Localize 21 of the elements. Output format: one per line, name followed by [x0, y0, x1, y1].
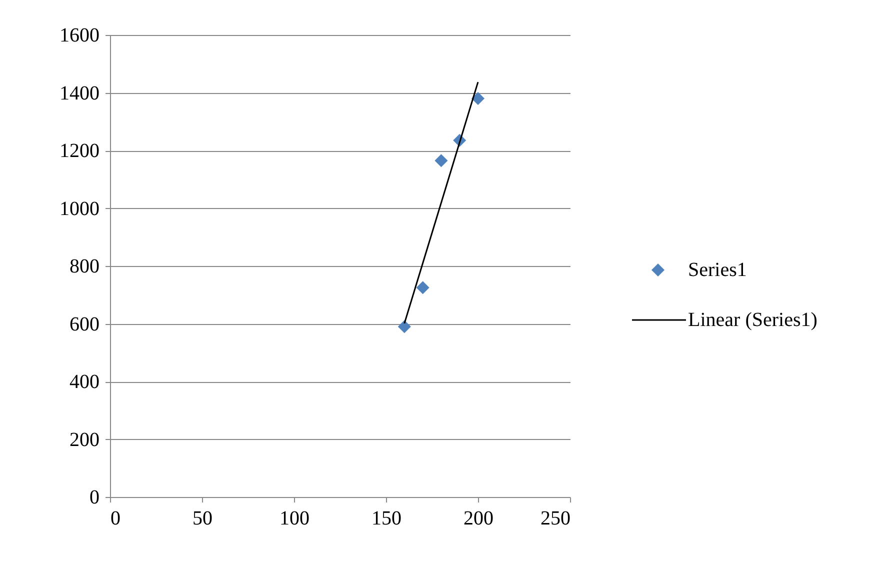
- point: [398, 320, 411, 334]
- x-tick-label: 250: [540, 508, 570, 530]
- point: [416, 281, 430, 294]
- y-tick-label: 1000: [60, 198, 100, 220]
- x-tick-label: 0: [110, 508, 120, 530]
- point: [471, 92, 485, 106]
- x-tick-label: 200: [464, 508, 494, 530]
- point: [434, 154, 448, 168]
- y-tick-label: 400: [70, 371, 100, 393]
- y-tick-label: 1400: [60, 82, 100, 104]
- y-tick-label: 200: [70, 428, 100, 451]
- y-tick-label: 1200: [60, 140, 100, 162]
- x-tick-label: 150: [372, 508, 402, 530]
- legend-label: Series1: [688, 259, 747, 281]
- y-tick-label: 600: [70, 313, 100, 336]
- legend-label: Linear (Series1): [688, 309, 818, 331]
- y-tick-label: 1600: [60, 24, 100, 46]
- x-tick-label: 50: [192, 508, 212, 530]
- x-tick-label: 100: [280, 508, 310, 530]
- y-tick-label: 0: [90, 486, 100, 508]
- y-tick-label: 800: [70, 256, 100, 278]
